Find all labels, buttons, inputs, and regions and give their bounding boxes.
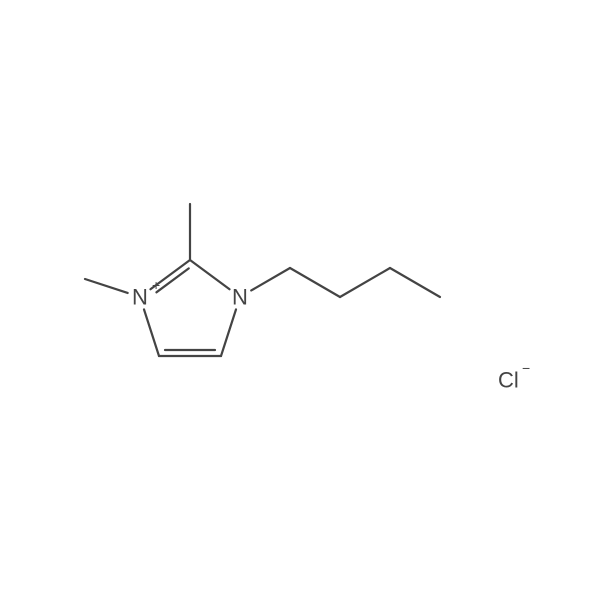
counterion-charge: − (522, 360, 530, 376)
counterion-label: Cl (498, 368, 519, 393)
atom-label-N1: N (232, 285, 248, 310)
chemical-structure-diagram: NN+Cl− (0, 0, 600, 600)
atom-label-N3: N (132, 285, 148, 310)
atom-charge-N3: + (152, 277, 160, 293)
